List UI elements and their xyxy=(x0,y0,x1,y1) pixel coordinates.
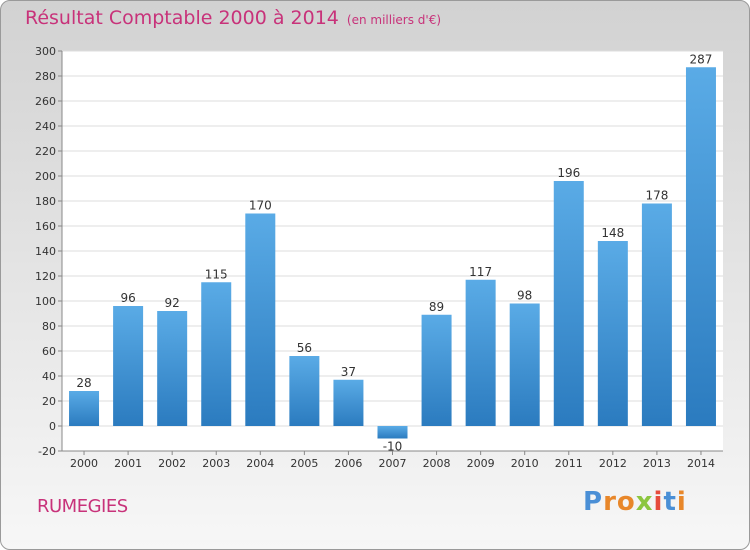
x-tick-label: 2011 xyxy=(555,457,583,470)
bar-value-label: 28 xyxy=(76,376,91,390)
y-tick-label: 20 xyxy=(42,395,56,408)
x-tick-label: 2004 xyxy=(246,457,274,470)
bar xyxy=(641,203,672,426)
bar-value-label: 287 xyxy=(690,52,713,66)
bar xyxy=(465,279,496,426)
chart-title: Résultat Comptable 2000 à 2014 (en millie… xyxy=(25,7,441,29)
y-tick-label: 80 xyxy=(42,320,56,333)
bar xyxy=(201,282,232,426)
bar-value-label: -10 xyxy=(383,440,403,454)
bar xyxy=(597,241,628,426)
y-tick-label: 260 xyxy=(35,95,56,108)
y-tick-label: 240 xyxy=(35,120,56,133)
logo-letter: i xyxy=(653,487,664,517)
logo-letter: x xyxy=(635,487,654,517)
proxiti-logo: Proxiti xyxy=(583,487,687,517)
bar xyxy=(509,303,540,426)
y-tick-label: -20 xyxy=(38,445,56,458)
y-tick-label: 280 xyxy=(35,70,56,83)
x-tick-label: 2005 xyxy=(290,457,318,470)
bar-value-label: 170 xyxy=(249,199,272,213)
y-tick-label: 120 xyxy=(35,270,56,283)
x-tick-label: 2000 xyxy=(70,457,98,470)
bar xyxy=(333,379,364,426)
bar-value-label: 56 xyxy=(297,341,312,355)
bar-value-label: 148 xyxy=(601,226,624,240)
x-tick-label: 2010 xyxy=(511,457,539,470)
y-tick-label: 100 xyxy=(35,295,56,308)
logo-letter: t xyxy=(663,487,677,517)
y-tick-label: 180 xyxy=(35,195,56,208)
bar-value-label: 196 xyxy=(557,166,580,180)
bar-value-label: 117 xyxy=(469,265,492,279)
y-tick-label: 0 xyxy=(49,420,56,433)
bar-value-label: 92 xyxy=(165,296,180,310)
x-tick-label: 2001 xyxy=(114,457,142,470)
x-tick-label: 2008 xyxy=(423,457,451,470)
x-tick-label: 2003 xyxy=(202,457,230,470)
y-tick-label: 200 xyxy=(35,170,56,183)
y-tick-label: 40 xyxy=(42,370,56,383)
bar xyxy=(685,67,716,426)
town-name: RUMEGIES xyxy=(37,496,128,517)
x-tick-label: 2002 xyxy=(158,457,186,470)
title-unit: (en milliers d'€) xyxy=(346,13,442,27)
x-tick-label: 2009 xyxy=(467,457,495,470)
y-tick-label: 220 xyxy=(35,145,56,158)
bar xyxy=(421,314,452,426)
bar xyxy=(245,213,276,426)
bar-value-label: 89 xyxy=(429,300,444,314)
bar xyxy=(157,311,188,426)
x-tick-label: 2006 xyxy=(334,457,362,470)
bar xyxy=(289,356,320,426)
y-tick-label: 160 xyxy=(35,220,56,233)
bar xyxy=(113,306,144,426)
y-tick-label: 300 xyxy=(35,45,56,58)
bar-value-label: 37 xyxy=(341,365,356,379)
bar-value-label: 178 xyxy=(645,189,668,203)
bar xyxy=(553,181,584,426)
title-text: Résultat Comptable 2000 à 2014 xyxy=(25,7,339,29)
x-tick-label: 2013 xyxy=(643,457,671,470)
logo-letter: i xyxy=(676,487,687,517)
logo-letter: r xyxy=(603,487,617,517)
x-tick-label: 2012 xyxy=(599,457,627,470)
x-tick-label: 2014 xyxy=(687,457,715,470)
logo-letter: o xyxy=(616,487,636,517)
bar-value-label: 115 xyxy=(205,267,228,281)
y-tick-label: 60 xyxy=(42,345,56,358)
bar xyxy=(69,391,100,426)
bar-value-label: 96 xyxy=(120,291,135,305)
x-tick-label: 2007 xyxy=(379,457,407,470)
logo-letter: P xyxy=(583,487,604,517)
y-tick-label: 140 xyxy=(35,245,56,258)
bar-value-label: 98 xyxy=(517,289,532,303)
bar xyxy=(377,426,408,439)
